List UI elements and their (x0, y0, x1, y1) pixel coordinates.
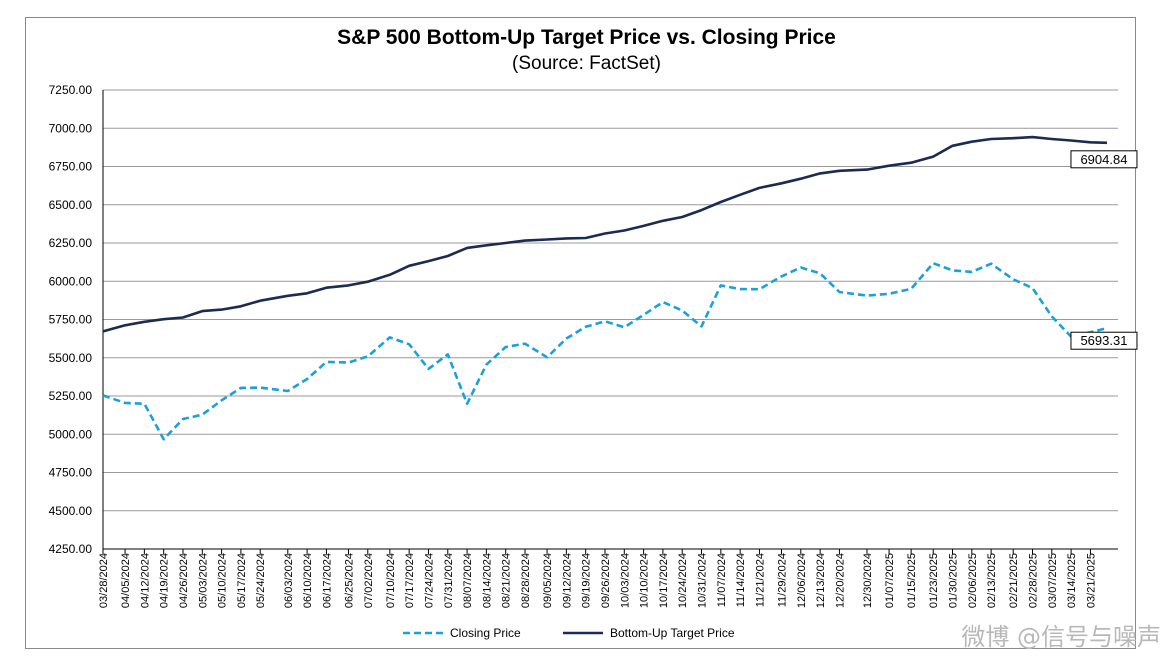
x-tick-label: 09/05/2024 (542, 553, 554, 608)
y-tick-label: 4250.00 (49, 542, 93, 556)
target-price-last-label: 6904.84 (1080, 152, 1127, 167)
x-tick-label: 02/06/2025 (967, 553, 979, 608)
y-tick-label: 6000.00 (49, 274, 93, 288)
last-value-box (1070, 331, 1138, 350)
x-axis: 03/28/2024 04/05/2024 04/12/2024 04/19/2024… (98, 548, 1118, 608)
x-tick-label: 08/28/2024 (520, 553, 532, 608)
y-tick-label: 5000.00 (49, 427, 93, 441)
x-tick-label: 05/17/2024 (236, 553, 248, 608)
x-tick-label: 02/28/2025 (1027, 553, 1039, 608)
x-tick-label: 04/12/2024 (139, 553, 151, 608)
y-tick-label: 7250.00 (49, 83, 93, 97)
x-tick-label: 11/14/2024 (735, 553, 747, 607)
x-tick-label: 12/06/2024 (796, 553, 808, 608)
x-tick-label: 09/26/2024 (600, 553, 612, 608)
legend-entry: Bottom-Up Target Price (610, 626, 735, 640)
chart-subtitle: (Source: FactSet) (512, 53, 661, 74)
x-tick-label: 01/15/2025 (906, 553, 918, 608)
gridlines (103, 89, 1118, 512)
x-tick-label: 05/03/2024 (197, 553, 209, 608)
last-value-labels: 5693.31 6904.84 (1070, 150, 1138, 350)
x-tick-label: 07/24/2024 (423, 553, 435, 608)
x-tick-label: 05/24/2024 (255, 553, 267, 608)
y-tick-label: 6500.00 (49, 198, 93, 212)
y-tick-label: 4750.00 (49, 466, 93, 480)
x-tick-label: 01/23/2025 (928, 553, 940, 608)
y-tick-label: 6250.00 (49, 236, 93, 250)
x-tick-label: 11/07/2024 (716, 553, 728, 607)
x-tick-label: 06/03/2024 (283, 553, 295, 608)
x-tick-label: 10/31/2024 (697, 553, 709, 608)
x-tick-label: 10/17/2024 (658, 553, 670, 608)
y-tick-label: 7000.00 (49, 121, 93, 135)
x-tick-label: 03/21/2025 (1085, 553, 1097, 608)
x-tick-label: 09/12/2024 (561, 553, 573, 608)
series-closing-price (102, 261, 1108, 441)
x-tick-label: 03/28/2024 (98, 553, 110, 608)
y-tick-label: 6750.00 (49, 160, 93, 174)
x-tick-label: 11/29/2024 (777, 553, 789, 607)
legend-entry: Closing Price (450, 626, 521, 640)
x-tick-label: 10/03/2024 (619, 553, 631, 608)
y-tick-label: 4500.00 (49, 504, 93, 518)
series-target-price (102, 135, 1108, 333)
x-tick-label: 08/14/2024 (481, 553, 493, 608)
x-tick-label: 04/05/2024 (120, 553, 132, 608)
x-tick-label: 10/10/2024 (639, 553, 651, 608)
x-tick-label: 05/10/2024 (217, 553, 229, 608)
x-tick-label: 07/02/2024 (363, 553, 375, 608)
x-tick-label: 02/21/2025 (1008, 553, 1020, 608)
y-axis: 4250.00 4500.00 4750.00 5000.00 5250.00 5500.… (49, 83, 104, 556)
series-lines (102, 135, 1108, 441)
y-tick-label: 5500.00 (49, 351, 93, 365)
x-tick-label: 12/30/2024 (862, 553, 874, 608)
y-tick-label: 5750.00 (49, 313, 93, 327)
x-tick-label: 03/14/2025 (1066, 553, 1078, 608)
legend: Closing Price Bottom-Up Target Price (403, 626, 735, 640)
y-tick-label: 5250.00 (49, 389, 93, 403)
x-tick-label: 08/07/2024 (462, 553, 474, 608)
x-tick-label: 07/10/2024 (385, 553, 397, 608)
x-tick-label: 08/21/2024 (501, 553, 513, 608)
x-tick-label: 10/24/2024 (677, 553, 689, 608)
x-tick-label: 07/31/2024 (443, 553, 455, 608)
last-value-box (1070, 150, 1138, 169)
chart-title: S&P 500 Bottom-Up Target Price vs. Closi… (337, 26, 836, 49)
x-tick-label: 11/21/2024 (754, 553, 766, 607)
x-tick-label: 12/20/2024 (834, 553, 846, 608)
x-tick-label: 04/19/2024 (159, 553, 171, 608)
x-tick-label: 09/19/2024 (581, 553, 593, 608)
x-tick-label: 04/26/2024 (178, 553, 190, 608)
watermark: 微博 @信号与噪声 (961, 623, 1161, 651)
x-tick-label: 06/17/2024 (321, 553, 333, 608)
x-tick-label: 01/30/2025 (948, 553, 960, 608)
x-tick-label: 07/17/2024 (404, 553, 416, 608)
x-tick-label: 06/10/2024 (302, 553, 314, 608)
x-tick-label: 01/07/2025 (884, 553, 896, 608)
x-tick-label: 12/13/2024 (815, 553, 827, 608)
closing-price-last-label: 5693.31 (1080, 333, 1127, 348)
x-tick-label: 03/07/2025 (1047, 553, 1059, 608)
chart-frame (25, 17, 1136, 649)
x-tick-label: 06/25/2024 (343, 553, 355, 608)
x-tick-label: 02/13/2025 (986, 553, 998, 608)
